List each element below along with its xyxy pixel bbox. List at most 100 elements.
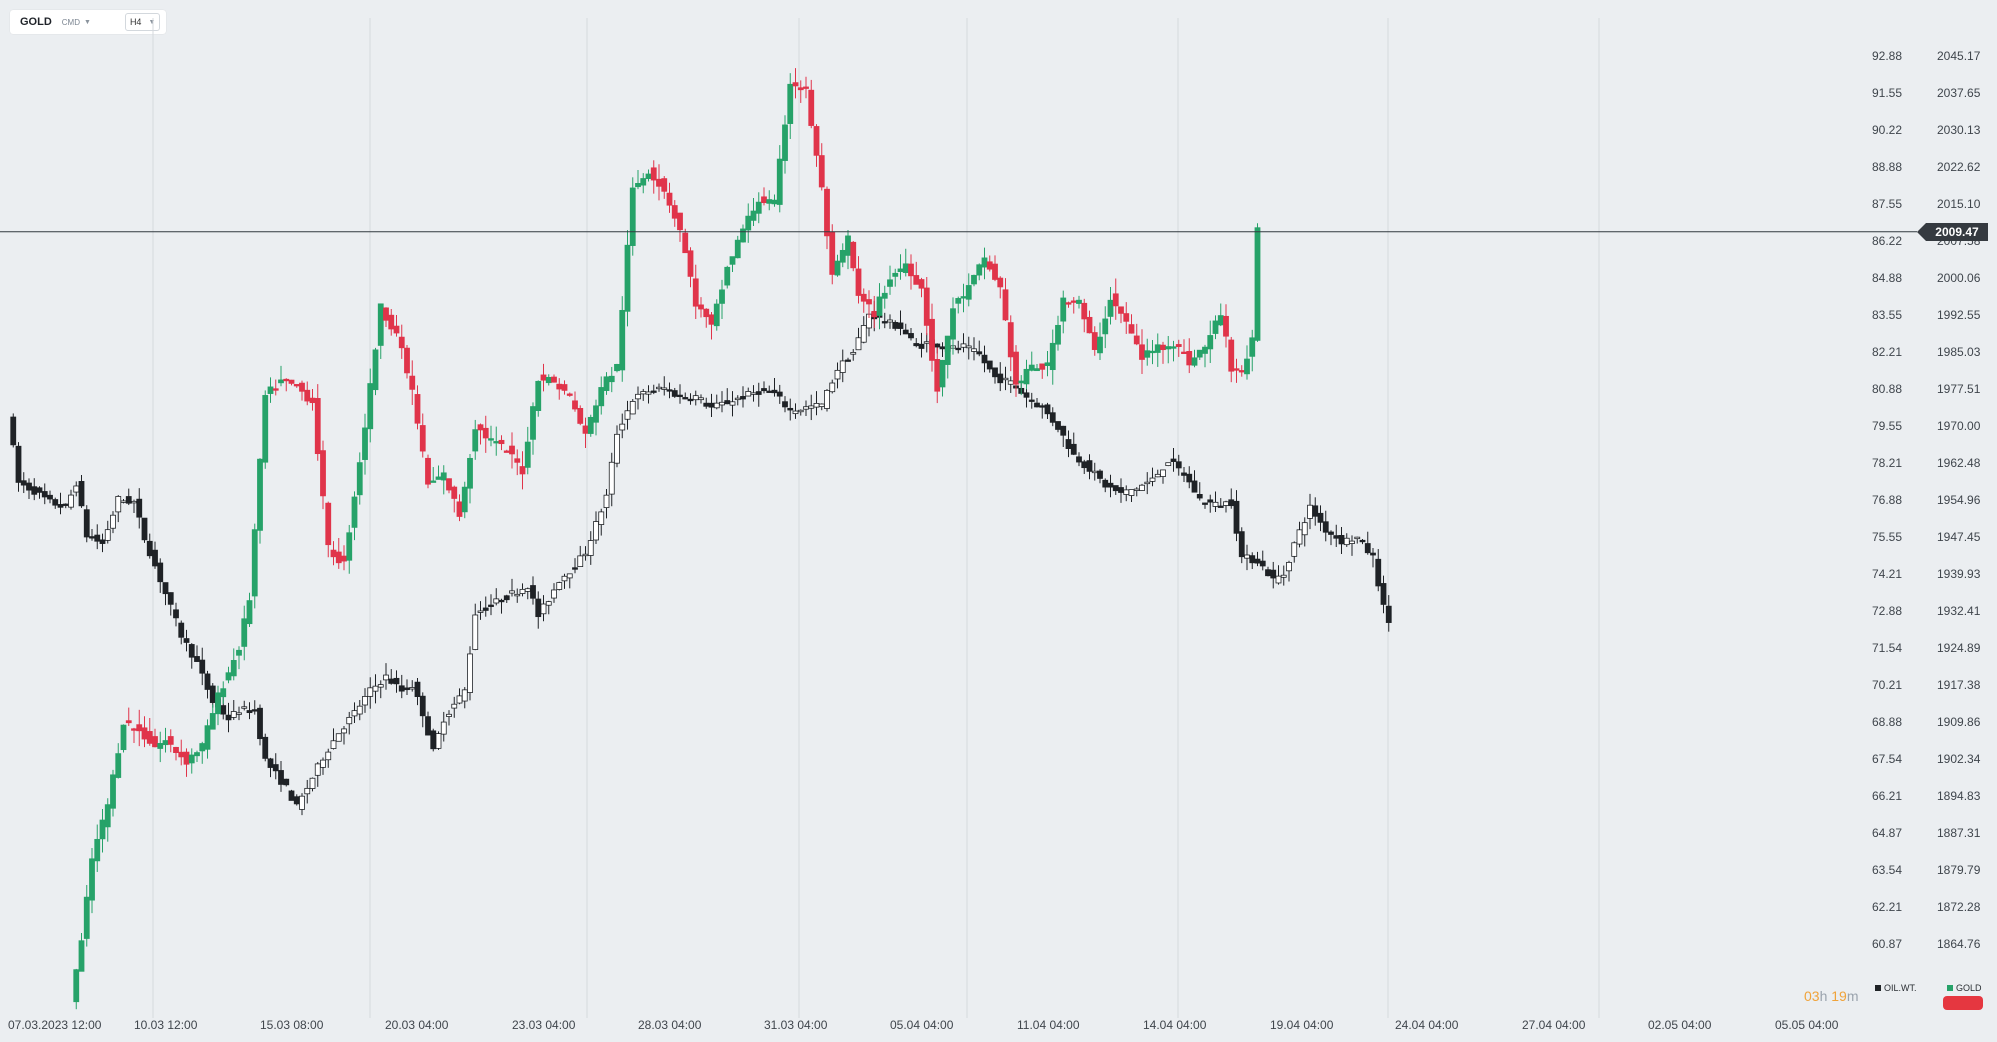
alert-badge[interactable]: [1943, 996, 1983, 1010]
candle-body: [199, 743, 206, 752]
candle: [619, 296, 626, 382]
candle: [608, 366, 615, 393]
candle: [272, 379, 279, 396]
candle: [860, 288, 867, 313]
candle: [1212, 315, 1219, 340]
candle-body: [582, 553, 589, 557]
candle-body: [89, 858, 95, 901]
candle: [1007, 376, 1014, 393]
candle-body: [582, 425, 589, 434]
candle: [278, 760, 284, 792]
candle: [488, 425, 494, 447]
candle: [20, 472, 27, 494]
candle-body: [808, 89, 815, 126]
time-axis-tick: 23.03 04:00: [512, 1018, 576, 1032]
candle: [68, 489, 74, 510]
countdown-h-unit: h: [1819, 988, 1828, 1004]
candle: [1175, 339, 1182, 357]
candle: [782, 115, 788, 174]
candle-body: [425, 716, 431, 736]
candle: [304, 381, 311, 406]
candle-body: [1160, 344, 1166, 351]
candle: [1149, 467, 1156, 487]
candle: [1238, 527, 1245, 564]
candle: [1380, 575, 1387, 614]
candle-body: [456, 501, 463, 517]
candle: [341, 725, 347, 745]
candle-body: [572, 400, 578, 410]
price-tag-arrow: [1917, 223, 1926, 241]
candle-body: [734, 397, 741, 401]
candle-body: [167, 592, 174, 605]
candle-body: [341, 555, 347, 562]
legend-gold[interactable]: GOLD: [1947, 983, 1982, 993]
candle: [1065, 430, 1072, 458]
candle: [383, 663, 389, 690]
symbol-name[interactable]: GOLD: [20, 16, 52, 28]
candle: [524, 587, 531, 600]
candle: [257, 458, 263, 544]
candle: [1343, 533, 1350, 547]
candle: [556, 378, 563, 400]
candle-body: [1291, 542, 1298, 557]
candle-body: [818, 155, 825, 188]
candle: [1123, 485, 1130, 502]
oil-axis-tick: 91.55: [1872, 86, 1903, 100]
candle-body: [440, 721, 447, 735]
candle-body: [1338, 534, 1345, 545]
candle-body: [734, 239, 741, 259]
candle-body: [981, 257, 988, 268]
candle: [792, 68, 799, 99]
oil-axis-tick: 60.87: [1872, 937, 1903, 951]
candle-body: [629, 187, 636, 246]
candle: [1154, 469, 1161, 478]
candle: [887, 314, 893, 329]
candle: [939, 359, 946, 397]
candle: [918, 277, 925, 298]
candle-body: [908, 263, 914, 277]
candle: [1112, 278, 1119, 320]
candle: [1364, 531, 1371, 555]
candle-body: [241, 618, 248, 647]
candle-body: [997, 277, 1004, 288]
candle: [1186, 466, 1193, 489]
candle: [671, 200, 678, 227]
candle-body: [215, 692, 221, 715]
candle-body: [661, 178, 668, 192]
candle-body: [257, 458, 263, 531]
candle: [246, 702, 253, 720]
candle-body: [1249, 555, 1256, 564]
candle: [341, 545, 347, 571]
legend-oil[interactable]: OIL.WT.: [1875, 983, 1917, 993]
candle-body: [960, 343, 967, 348]
time-axis-tick: 24.04 04:00: [1395, 1018, 1459, 1032]
candle-body: [545, 601, 552, 606]
timeframe-select[interactable]: H4 ▼: [124, 13, 161, 31]
candle: [1233, 490, 1240, 542]
candle-body: [1354, 536, 1361, 540]
candle: [1049, 329, 1056, 385]
exchange-label[interactable]: CMD: [61, 17, 80, 27]
oil-axis-tick: 78.21: [1872, 456, 1903, 470]
candle-body: [771, 389, 778, 394]
candle: [603, 488, 610, 519]
candle: [719, 391, 725, 413]
oil-axis-tick: 83.55: [1872, 308, 1903, 322]
candle-body: [803, 86, 809, 89]
countdown-hours: 03: [1804, 988, 1820, 1004]
candle-body: [939, 346, 946, 350]
candle: [603, 372, 610, 395]
candle-body: [1028, 364, 1035, 371]
candle-body: [1139, 484, 1145, 491]
candle: [146, 533, 153, 559]
candle: [419, 692, 426, 728]
candle-body: [682, 232, 689, 254]
candle-body: [960, 296, 967, 299]
chevron-down-icon[interactable]: ▼: [84, 18, 91, 26]
candle-body: [1154, 344, 1161, 353]
candle-body: [341, 728, 347, 734]
candle-body: [1175, 344, 1182, 347]
candle-body: [902, 329, 909, 335]
candle-body: [146, 540, 153, 557]
